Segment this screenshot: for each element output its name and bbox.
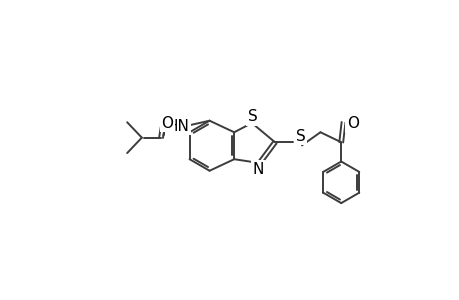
Text: N: N <box>252 162 263 177</box>
Text: O: O <box>161 116 173 130</box>
Text: S: S <box>295 129 305 144</box>
Text: HN: HN <box>166 118 189 134</box>
Text: O: O <box>346 116 358 131</box>
Text: S: S <box>247 109 257 124</box>
